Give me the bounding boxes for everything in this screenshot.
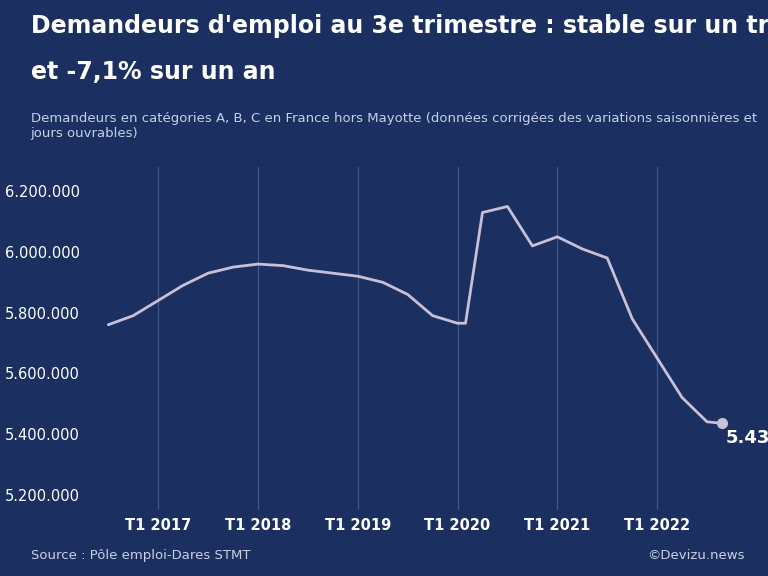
Text: Source : Pôle emploi-Dares STMT: Source : Pôle emploi-Dares STMT (31, 548, 250, 562)
Text: et -7,1% sur un an: et -7,1% sur un an (31, 60, 275, 85)
Text: ©Devizu.news: ©Devizu.news (647, 548, 745, 562)
Text: Demandeurs en catégories A, B, C en France hors Mayotte (données corrigées des v: Demandeurs en catégories A, B, C en Fran… (31, 112, 756, 141)
Text: 5.435.100: 5.435.100 (726, 429, 768, 448)
Text: Demandeurs d'emploi au 3e trimestre : stable sur un trimestre: Demandeurs d'emploi au 3e trimestre : st… (31, 14, 768, 39)
